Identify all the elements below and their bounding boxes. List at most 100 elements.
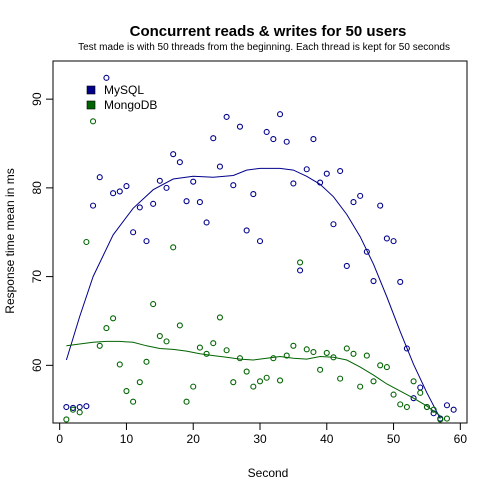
point-mongodb-52 — [410, 378, 417, 385]
point-mongodb-12 — [143, 358, 150, 365]
point-mysql-10 — [130, 229, 137, 236]
point-mysql-14 — [156, 177, 163, 184]
point-mongodb-45 — [363, 352, 370, 359]
point-mysql-48 — [383, 235, 390, 242]
point-mysql-0 — [63, 403, 70, 411]
point-mysql-41 — [337, 167, 344, 175]
point-mongodb-42 — [343, 345, 350, 352]
legend-swatch-mongodb — [86, 100, 96, 110]
point-mongodb-31 — [270, 355, 277, 362]
point-mysql-44 — [357, 192, 364, 199]
point-mongodb-44 — [357, 383, 364, 390]
point-mongodb-9 — [123, 388, 130, 395]
point-mysql-43 — [350, 199, 357, 206]
y-tick-label-2: 80 — [30, 181, 44, 195]
point-mongodb-30 — [263, 374, 270, 381]
point-mysql-22 — [210, 135, 217, 142]
point-mongodb-48 — [383, 364, 390, 371]
point-mongodb-6 — [103, 325, 110, 332]
point-mysql-49 — [390, 238, 397, 245]
x-tick-label-6: 60 — [454, 432, 468, 446]
point-mysql-6 — [103, 74, 110, 81]
point-mongodb-27 — [243, 368, 250, 375]
chart-title: Concurrent reads & writes for 50 users — [130, 23, 407, 40]
x-axis: 0 10 20 30 40 50 60 — [56, 422, 468, 446]
point-mysql-25 — [230, 182, 237, 189]
point-mongodb-29 — [256, 378, 264, 385]
point-mysql-4 — [90, 202, 97, 209]
point-mysql-37 — [310, 136, 317, 143]
point-mysql-21 — [203, 219, 210, 226]
point-mysql-50 — [397, 278, 404, 285]
x-tick-label-2: 20 — [187, 432, 201, 446]
point-mongodb-36 — [303, 346, 310, 353]
trend-line-mongodb — [66, 340, 441, 417]
point-mysql-35 — [297, 267, 304, 274]
series-mysql — [63, 74, 457, 422]
chart-subtitle: Test made is with 50 threads from the be… — [78, 42, 450, 53]
point-mongodb-22 — [210, 340, 217, 347]
point-mongodb-28 — [250, 383, 257, 390]
point-mysql-27 — [243, 227, 250, 234]
point-mysql-7 — [110, 190, 117, 197]
point-mongodb-53 — [417, 389, 424, 396]
point-mongodb-57 — [443, 415, 451, 422]
point-mysql-12 — [143, 238, 150, 245]
x-tick-label-3: 30 — [253, 432, 267, 446]
point-mysql-19 — [190, 178, 197, 185]
series-layer — [63, 74, 457, 423]
point-mysql-15 — [163, 184, 170, 191]
legend-label-mysql: MySQL — [104, 83, 144, 97]
point-mongodb-21 — [203, 350, 210, 357]
point-mysql-36 — [303, 166, 310, 173]
point-mysql-51 — [403, 345, 410, 352]
point-mongodb-20 — [196, 344, 203, 351]
point-mongodb-2 — [76, 409, 83, 416]
point-mysql-8 — [116, 188, 123, 195]
y-axis-label: Response time mean in ms — [3, 168, 17, 313]
point-mysql-31 — [270, 136, 277, 143]
point-mysql-32 — [276, 111, 284, 118]
point-mysql-39 — [323, 170, 330, 177]
y-axis: 60 70 80 90 — [30, 92, 54, 372]
point-mysql-18 — [183, 198, 190, 205]
point-mysql-52 — [410, 395, 417, 402]
point-mongodb-56 — [437, 416, 444, 423]
point-mysql-20 — [196, 199, 203, 206]
y-tick-label-0: 60 — [30, 358, 44, 372]
point-mongodb-32 — [276, 377, 284, 384]
point-mongodb-38 — [317, 366, 324, 373]
point-mongodb-16 — [170, 244, 177, 251]
point-mysql-34 — [290, 180, 297, 187]
point-mongodb-13 — [150, 301, 157, 308]
point-mongodb-25 — [230, 379, 237, 386]
point-mysql-57 — [443, 402, 451, 409]
legend-swatch-mysql — [86, 85, 96, 95]
point-mongodb-55 — [430, 406, 437, 413]
point-mongodb-51 — [403, 403, 410, 411]
point-mysql-29 — [256, 238, 264, 245]
point-mysql-16 — [170, 151, 177, 158]
point-mongodb-35 — [297, 259, 304, 266]
point-mongodb-10 — [130, 398, 137, 405]
point-mongodb-47 — [377, 362, 384, 369]
point-mysql-17 — [176, 159, 183, 166]
point-mongodb-14 — [156, 332, 163, 340]
point-mongodb-1 — [69, 406, 77, 413]
point-mysql-30 — [263, 128, 270, 136]
point-mysql-9 — [123, 183, 130, 190]
point-mysql-38 — [317, 179, 324, 186]
point-mongodb-49 — [390, 391, 397, 398]
point-mongodb-3 — [83, 238, 90, 246]
legend: MySQL MongoDB — [86, 83, 157, 112]
point-mysql-47 — [377, 202, 384, 209]
point-mysql-40 — [330, 221, 337, 228]
point-mongodb-7 — [110, 315, 117, 322]
point-mongodb-19 — [190, 383, 197, 390]
x-tick-label-5: 50 — [387, 432, 401, 446]
x-tick-label-4: 40 — [320, 432, 334, 446]
point-mysql-5 — [96, 174, 103, 181]
point-mongodb-54 — [423, 403, 430, 411]
